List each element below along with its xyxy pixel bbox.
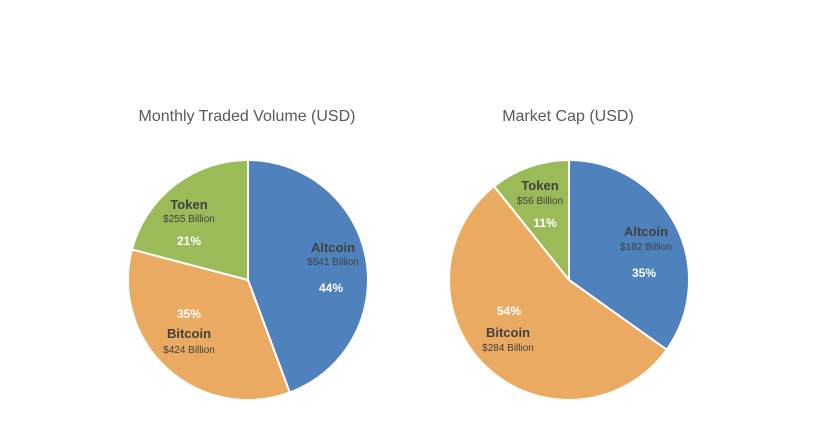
label-token-name: Token bbox=[170, 197, 207, 212]
pie-slices-market-cap bbox=[448, 159, 690, 401]
label-altcoin-percent: 35% bbox=[632, 266, 656, 280]
label-bitcoin-value: $424 Billion bbox=[163, 345, 215, 356]
label-token-percent: 21% bbox=[177, 234, 201, 248]
pie-chart-market-cap: Market Cap (USD) Altcoin $182 Billion 35… bbox=[448, 108, 690, 401]
label-altcoin-name: Altcoin bbox=[311, 240, 355, 255]
pie-slice-altcoin bbox=[247, 159, 369, 394]
pie-slice-token bbox=[493, 159, 570, 281]
chart-title-market-cap: Market Cap (USD) bbox=[502, 108, 634, 125]
pie-slice-bitcoin bbox=[127, 248, 291, 401]
pie-slice-altcoin bbox=[568, 159, 690, 351]
label-altcoin-percent: 44% bbox=[319, 281, 343, 295]
chart-title-traded-volume: Monthly Traded Volume (USD) bbox=[139, 108, 356, 125]
label-token-value: $255 Billion bbox=[163, 214, 215, 225]
label-altcoin-value: $182 Billion bbox=[620, 242, 672, 253]
pie-slice-bitcoin bbox=[448, 185, 668, 401]
pie-slices-traded-volume bbox=[127, 159, 369, 401]
label-bitcoin-percent: 35% bbox=[177, 307, 201, 321]
label-bitcoin-name: Bitcoin bbox=[167, 326, 211, 341]
label-token-name: Token bbox=[521, 178, 558, 193]
label-token-value: $56 Billion bbox=[517, 196, 563, 207]
pie-chart-traded-volume: Monthly Traded Volume (USD) Altcoin $541… bbox=[127, 108, 369, 401]
label-altcoin-name: Altcoin bbox=[624, 224, 668, 239]
label-bitcoin-percent: 54% bbox=[497, 304, 521, 318]
label-bitcoin-value: $284 Billion bbox=[482, 343, 534, 354]
label-altcoin-value: $541 Billion bbox=[307, 257, 359, 268]
label-token-percent: 11% bbox=[533, 216, 557, 230]
label-bitcoin-name: Bitcoin bbox=[486, 325, 530, 340]
pie-slice-token bbox=[130, 159, 249, 281]
